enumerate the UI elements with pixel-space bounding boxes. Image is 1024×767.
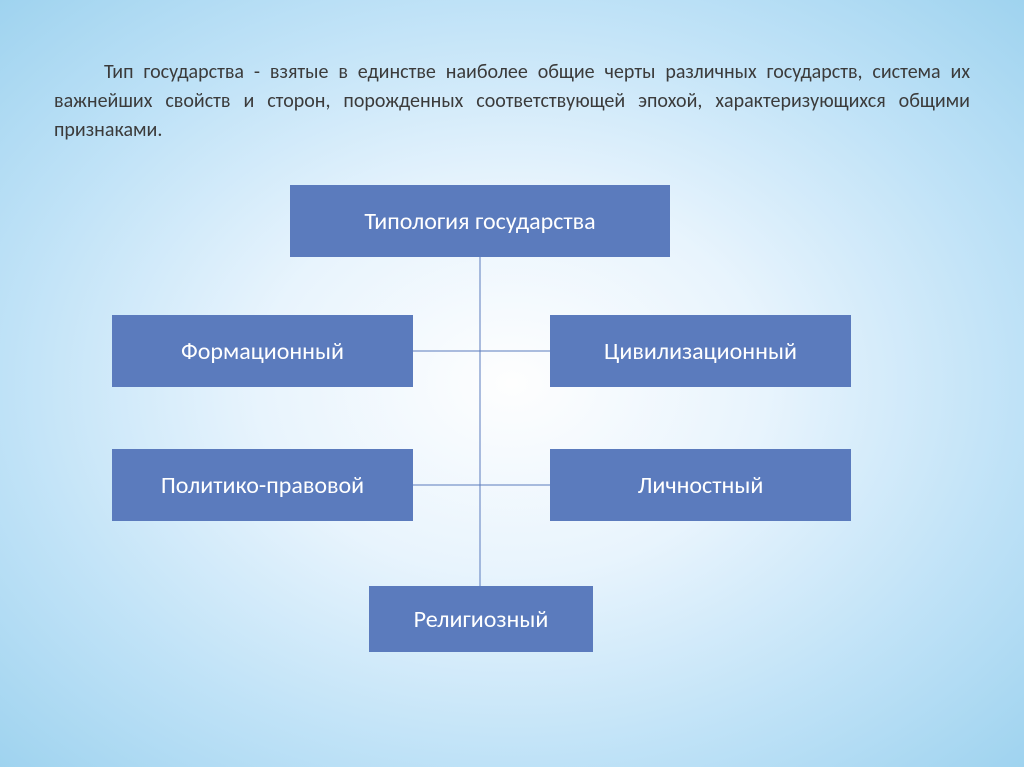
node-root-label: Типология государства <box>364 207 595 236</box>
node-bottom: Религиозный <box>369 586 593 652</box>
node-left2: Политико-правовой <box>112 449 413 521</box>
node-right2-label: Личностный <box>638 471 764 500</box>
node-right1-label: Цивилизационный <box>604 337 797 366</box>
node-left2-label: Политико-правовой <box>161 471 364 500</box>
node-right1: Цивилизационный <box>550 315 851 387</box>
node-left1: Формационный <box>112 315 413 387</box>
node-left1-label: Формационный <box>181 337 344 366</box>
node-right2: Личностный <box>550 449 851 521</box>
node-bottom-label: Религиозный <box>414 605 549 634</box>
node-root: Типология государства <box>290 185 670 257</box>
typology-diagram: Типология государства Формационный Цивил… <box>0 0 1024 767</box>
